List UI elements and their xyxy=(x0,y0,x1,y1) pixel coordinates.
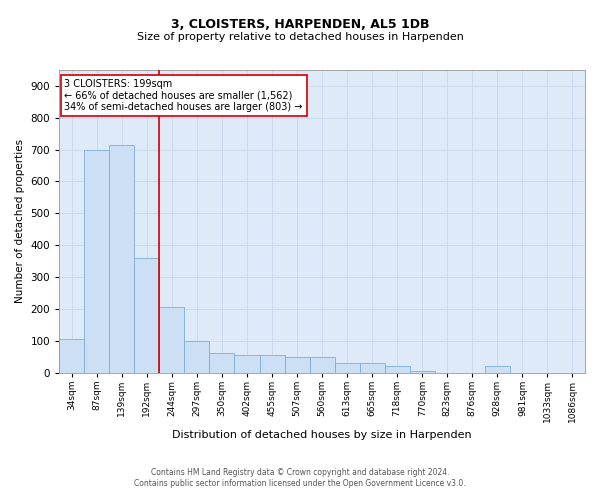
Text: 3, CLOISTERS, HARPENDEN, AL5 1DB: 3, CLOISTERS, HARPENDEN, AL5 1DB xyxy=(171,18,429,30)
Bar xyxy=(284,356,310,372)
Text: 3 CLOISTERS: 199sqm
← 66% of detached houses are smaller (1,562)
34% of semi-det: 3 CLOISTERS: 199sqm ← 66% of detached ho… xyxy=(64,79,303,112)
Bar xyxy=(59,339,84,372)
Y-axis label: Number of detached properties: Number of detached properties xyxy=(15,139,25,304)
Text: Size of property relative to detached houses in Harpenden: Size of property relative to detached ho… xyxy=(137,32,463,42)
Bar xyxy=(160,308,184,372)
Bar xyxy=(209,354,235,372)
Bar xyxy=(385,366,410,372)
Bar xyxy=(310,356,335,372)
X-axis label: Distribution of detached houses by size in Harpenden: Distribution of detached houses by size … xyxy=(172,430,472,440)
Bar xyxy=(235,355,260,372)
Bar xyxy=(109,145,134,372)
Bar xyxy=(260,355,284,372)
Bar xyxy=(184,340,209,372)
Bar xyxy=(134,258,160,372)
Bar xyxy=(335,363,359,372)
Bar xyxy=(485,366,510,372)
Bar xyxy=(84,150,109,372)
Bar xyxy=(410,371,435,372)
Bar xyxy=(359,363,385,372)
Text: Contains HM Land Registry data © Crown copyright and database right 2024.
Contai: Contains HM Land Registry data © Crown c… xyxy=(134,468,466,487)
